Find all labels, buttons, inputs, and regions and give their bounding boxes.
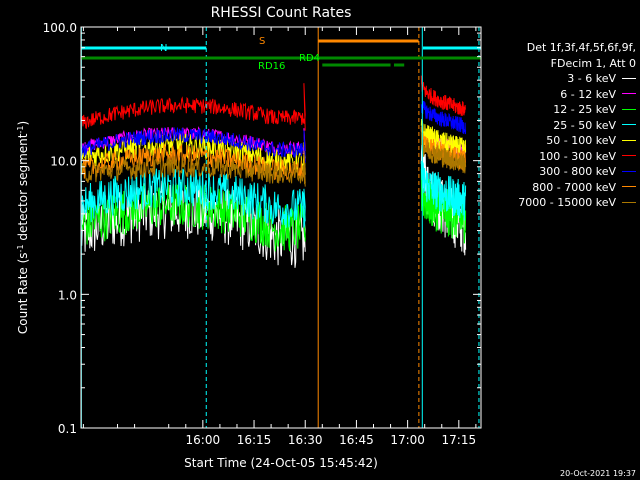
x-tick-label-0: 16:00 [186, 433, 221, 447]
legend-entry-label: 12 - 25 keV [553, 103, 616, 116]
legend: Det 1f,3f,4f,5f,6f,9f, FDecim 1, Att 0 3… [470, 40, 636, 211]
y-tick-label-3: 100.0 [43, 21, 77, 35]
legend-entry: 6 - 12 keV [470, 87, 636, 103]
x-tick-label-2: 16:30 [288, 433, 323, 447]
legend-entry-label: 25 - 50 keV [553, 118, 616, 132]
y-tick-label-1: 1.0 [58, 288, 77, 302]
legend-swatch [622, 124, 636, 125]
legend-entry-label: 100 - 300 keV [539, 149, 616, 163]
x-tick-label-5: 17:15 [442, 433, 477, 447]
series-line-8-pre [80, 154, 306, 187]
legend-entry: 3 - 6 keV [470, 71, 636, 87]
series-line-5-post [420, 75, 466, 116]
series-line-5-pre [80, 83, 306, 131]
legend-swatch [622, 77, 636, 79]
flag-label-rd16: RD16 [258, 61, 285, 72]
legend-entry: 800 - 7000 keV [470, 180, 636, 196]
x-tick-label-1: 16:15 [237, 433, 272, 447]
flag-label-rd4: RD4 [299, 53, 320, 64]
chart-title: RHESSI Count Rates [211, 5, 352, 21]
legend-header-line-1: Det 1f,3f,4f,5f,6f,9f, [526, 41, 636, 54]
legend-entry-label: 800 - 7000 keV [532, 180, 616, 194]
y-tick-label-2: 10.0 [50, 155, 77, 169]
flag-label-n: N [160, 43, 167, 54]
legend-entry: 12 - 25 keV [470, 102, 636, 118]
flag-label-s: S [259, 36, 265, 47]
series-line-6-pre [80, 127, 306, 164]
legend-header-line-2: FDecim 1, Att 0 [550, 56, 636, 70]
legend-swatch [622, 108, 636, 110]
series-line-1-pre [80, 126, 306, 161]
legend-entry: 7000 - 15000 keV [470, 195, 636, 211]
legend-swatch [622, 170, 636, 172]
legend-entry-label: 6 - 12 keV [560, 87, 616, 101]
legend-entry: 100 - 300 keV [470, 149, 636, 165]
footer-timestamp: 20-Oct-2021 19:37 [560, 469, 636, 478]
series-line-6-post [420, 100, 467, 135]
series-line-3-post [420, 160, 467, 221]
series-line-4-post [420, 118, 467, 162]
legend-entry: 25 - 50 keV [470, 118, 636, 134]
x-tick-label-4: 17:00 [390, 433, 425, 447]
legend-swatch [622, 186, 636, 187]
plot-frame [80, 26, 482, 429]
y-tick-label-0: 0.1 [58, 422, 77, 436]
series-line-2-pre [80, 181, 306, 252]
series-line-8-post [420, 132, 467, 174]
legend-swatch [622, 201, 636, 203]
legend-entry-label: 50 - 100 keV [546, 134, 616, 147]
legend-swatch [622, 93, 636, 94]
x-tick-label-3: 16:45 [339, 433, 374, 447]
legend-entry: 50 - 100 keV [470, 133, 636, 149]
legend-swatch [622, 155, 636, 156]
x-axis-label: Start Time (24-Oct-05 15:45:42) [184, 456, 378, 470]
legend-entry-label: 7000 - 15000 keV [518, 196, 616, 209]
legend-entry: 300 - 800 keV [470, 164, 636, 180]
y-axis-label: Count Rate (s-1 detector segment-1) [16, 121, 31, 334]
legend-entry-label: 3 - 6 keV [567, 72, 616, 85]
legend-entry-label: 300 - 800 keV [539, 165, 616, 178]
legend-swatch [622, 139, 636, 141]
